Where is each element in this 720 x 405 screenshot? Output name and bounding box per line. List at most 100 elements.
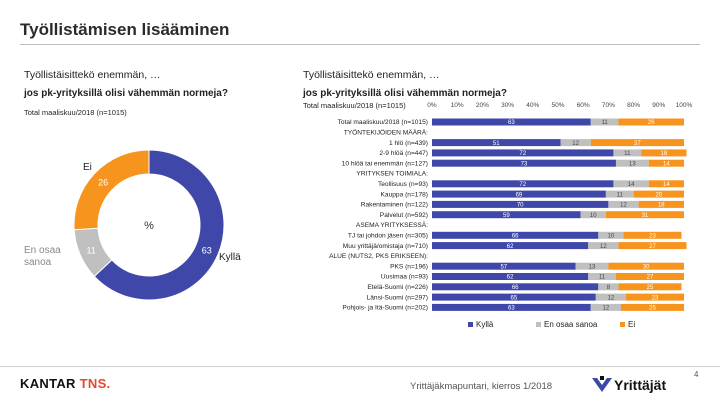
bar-value-2-0: 51: [493, 141, 500, 147]
bar-value-16-2: 25: [647, 285, 654, 291]
bar-segment-6-2: [648, 180, 684, 188]
bar-segment-4-1: [615, 159, 649, 167]
bar-value-0-1: 11: [602, 120, 609, 126]
bar-value-17-0: 65: [511, 295, 518, 301]
row-label-2: 1 hlö (n=439): [389, 140, 428, 147]
row-label-8: Rakentaminen (n=122): [361, 202, 428, 209]
bar-value-16-0: 66: [512, 285, 519, 291]
bar-value-0-0: 63: [508, 120, 515, 126]
row-label-12: Muu yrittäjä/omistaja (n=710): [343, 243, 428, 250]
legend-label-2: Ei: [628, 320, 635, 329]
bar-value-4-2: 14: [663, 161, 670, 167]
yrittajat-logo-text: Yrittäjät: [614, 377, 666, 393]
yrittajat-logo-mark: [592, 378, 612, 392]
footer-survey-label: Yrittäjäkmapuntari, kierros 1/2018: [410, 381, 553, 392]
bar-segment-7-1: [605, 190, 634, 198]
bar-segment-17-2: [626, 293, 684, 301]
bar-value-4-0: 73: [521, 161, 528, 167]
bar-segment-4-0: [432, 159, 616, 167]
bar-value-3-2: 18: [660, 151, 667, 157]
bar-segment-7-0: [432, 190, 606, 198]
donut-value-0: 63: [202, 246, 212, 256]
bar-segment-0-2: [618, 118, 684, 126]
bar-segment-18-2: [621, 303, 684, 311]
row-label-3: 2-9 hlöä (n=447): [379, 150, 428, 157]
bar-segment-14-1: [575, 262, 609, 270]
legend-swatch-1: [536, 322, 541, 327]
bar-segment-9-0: [432, 211, 581, 219]
x-tick-label-10: 100%: [676, 102, 693, 109]
bar-segment-15-2: [615, 273, 684, 280]
bar-value-8-2: 18: [658, 203, 665, 209]
yrittajat-logo: Yrittäjät: [592, 376, 666, 393]
row-label-10: ASEMA YRITYKSESSÄ:: [356, 221, 428, 229]
bar-segment-2-2: [590, 139, 684, 147]
donut-category-line-1: sanoa: [24, 257, 52, 268]
bar-value-11-2: 23: [649, 234, 656, 240]
legend-swatch-2: [620, 322, 625, 327]
bar-segment-11-2: [623, 231, 682, 239]
bar-segment-0-1: [590, 118, 619, 126]
bar-segment-7-2: [633, 190, 684, 198]
bar-segment-6-0: [432, 180, 614, 188]
x-tick-label-5: 50%: [551, 102, 564, 109]
bar-value-4-1: 13: [629, 161, 636, 167]
bar-segment-2-0: [432, 139, 561, 147]
page-number: 4: [694, 370, 699, 379]
donut-category-label-2: Ei: [83, 162, 92, 173]
bar-segment-6-1: [613, 180, 649, 188]
right-question-line2: jos pk-yrityksillä olisi vähemmän normej…: [303, 88, 507, 99]
row-label-15: Uusimaa (n=93): [381, 274, 428, 281]
bar-segment-9-2: [605, 211, 684, 219]
bar-segment-16-2: [618, 283, 682, 291]
bar-value-6-1: 14: [628, 182, 635, 188]
legend-swatch-0: [468, 322, 473, 327]
donut-slice-0: [93, 149, 225, 301]
bar-segment-9-1: [580, 211, 606, 219]
kantar-logo: KANTAR TNS.: [20, 376, 110, 391]
bar-value-6-0: 72: [519, 182, 526, 188]
bar-segment-3-2: [641, 149, 687, 157]
bar-segment-17-1: [595, 293, 627, 301]
bar-value-14-1: 13: [589, 264, 596, 270]
bar-segment-0-0: [432, 118, 591, 126]
bar-segment-16-0: [432, 283, 599, 291]
row-label-5: YRITYKSEN TOIMIALA:: [356, 171, 428, 178]
bar-value-7-0: 69: [516, 192, 523, 198]
bar-value-3-1: 11: [624, 151, 631, 157]
row-label-13: ALUE (NUTS2, PKS ERIKSEEN):: [329, 253, 428, 260]
stacked-bar-chart: 0% 10% 20% 30% 40% 50% 60% 70% 80% 90% 100% Total m…: [329, 102, 693, 329]
row-label-17: Länsi-Suomi (n=297): [367, 294, 428, 301]
bar-value-18-2: 25: [649, 306, 656, 312]
bar-value-17-1: 12: [608, 295, 615, 301]
left-subtitle: Total maaliskuu/2018 (n=1015): [24, 108, 127, 117]
x-tick-label-6: 60%: [577, 102, 590, 109]
bar-value-17-2: 23: [652, 295, 659, 301]
bar-segment-12-0: [432, 242, 589, 250]
bar-segment-14-0: [432, 262, 576, 270]
donut-value-2: 26: [98, 177, 108, 187]
row-label-7: Kauppa (n=178): [381, 191, 428, 198]
bar-value-6-2: 14: [663, 182, 670, 188]
bar-value-12-1: 12: [600, 244, 607, 250]
x-tick-label-3: 30%: [501, 102, 514, 109]
bar-segment-16-1: [598, 283, 619, 291]
footer-divider: [0, 366, 720, 367]
row-label-1: TYÖNTEKIJÖIDEN MÄÄRÄ:: [344, 129, 428, 137]
donut-value-1: 11: [87, 246, 96, 256]
left-question-line2: jos pk-yrityksillä olisi vähemmän normej…: [24, 88, 228, 99]
bar-value-18-1: 12: [603, 306, 610, 312]
row-label-6: Teollisuus (n=93): [378, 181, 428, 188]
bar-segment-4-2: [648, 159, 684, 167]
legend-label-1: En osaa sanoa: [544, 320, 598, 329]
bar-value-8-1: 12: [620, 203, 627, 209]
legend-label-0: Kyllä: [476, 320, 494, 329]
bar-value-15-1: 11: [599, 275, 606, 281]
bar-value-18-0: 63: [508, 306, 515, 312]
row-label-9: Palvelut (n=592): [380, 212, 428, 219]
bar-value-7-2: 20: [655, 192, 662, 198]
row-label-0: Total maaliskuu/2018 (n=1015): [338, 119, 428, 126]
bar-segment-15-1: [588, 273, 616, 280]
bar-segment-3-0: [432, 149, 614, 157]
bar-value-2-2: 37: [634, 141, 641, 147]
